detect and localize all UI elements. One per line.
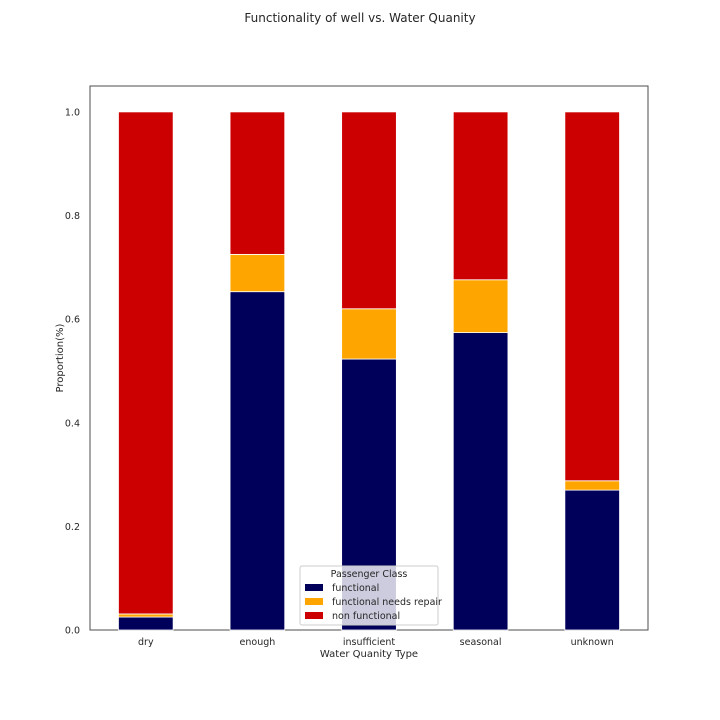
- bar-seasonal-functional: [452, 332, 509, 631]
- legend-label: non functional: [332, 611, 400, 622]
- legend-box: [299, 565, 439, 626]
- bar-seasonal-functional-needs-repair: [452, 279, 509, 334]
- legend-label: functional needs repair: [332, 597, 442, 608]
- x-axis: dry enough insufficient seasonal unknown: [138, 637, 614, 648]
- bar-insufficient-functional-needs-repair: [341, 308, 397, 360]
- legend-swatch: [305, 584, 323, 591]
- x-tick-label: insufficient: [343, 637, 396, 648]
- y-tick-label: 0.6: [65, 315, 80, 326]
- x-tick-label: unknown: [571, 637, 614, 648]
- bar-enough-non-functional: [229, 111, 286, 255]
- bar-insufficient-non-functional: [341, 111, 397, 310]
- y-tick-label: 0.8: [65, 211, 80, 222]
- bar-unknown-functional: [564, 489, 620, 631]
- bars-group: [118, 111, 620, 631]
- x-tick-label: dry: [138, 637, 154, 648]
- y-tick-label: 0.4: [65, 418, 80, 429]
- x-tick-label: enough: [240, 637, 276, 648]
- bar-enough-functional: [229, 291, 286, 631]
- y-tick-label: 0.0: [65, 626, 80, 637]
- y-axis: 0.0 0.2 0.4 0.6 0.8 1.0: [65, 107, 80, 636]
- bar-enough-functional-needs-repair: [229, 253, 286, 293]
- y-tick-label: 0.2: [65, 522, 80, 533]
- legend: Passenger Class functional functional nee…: [299, 565, 442, 626]
- legend-swatch: [305, 598, 323, 605]
- y-axis-label: Proportion(%): [55, 323, 66, 392]
- bar-dry-non-functional: [118, 111, 174, 615]
- legend-swatch: [305, 612, 323, 619]
- bar-seasonal-non-functional: [452, 111, 509, 281]
- x-tick-label: seasonal: [460, 637, 502, 648]
- y-tick-label: 1.0: [65, 107, 80, 118]
- bar-dry-functional: [118, 616, 174, 631]
- bar-unknown-functional-needs-repair: [564, 480, 620, 491]
- chart-title: Functionality of well vs. Water Quanity: [244, 11, 475, 25]
- legend-title: Passenger Class: [331, 569, 408, 580]
- x-axis-label: Water Quanity Type: [320, 649, 418, 660]
- bar-unknown-non-functional: [564, 111, 620, 482]
- bar-dry-functional-needs-repair: [118, 613, 174, 618]
- legend-label: functional: [332, 583, 379, 594]
- legend-items: functional functional needs repair non fun…: [305, 583, 442, 622]
